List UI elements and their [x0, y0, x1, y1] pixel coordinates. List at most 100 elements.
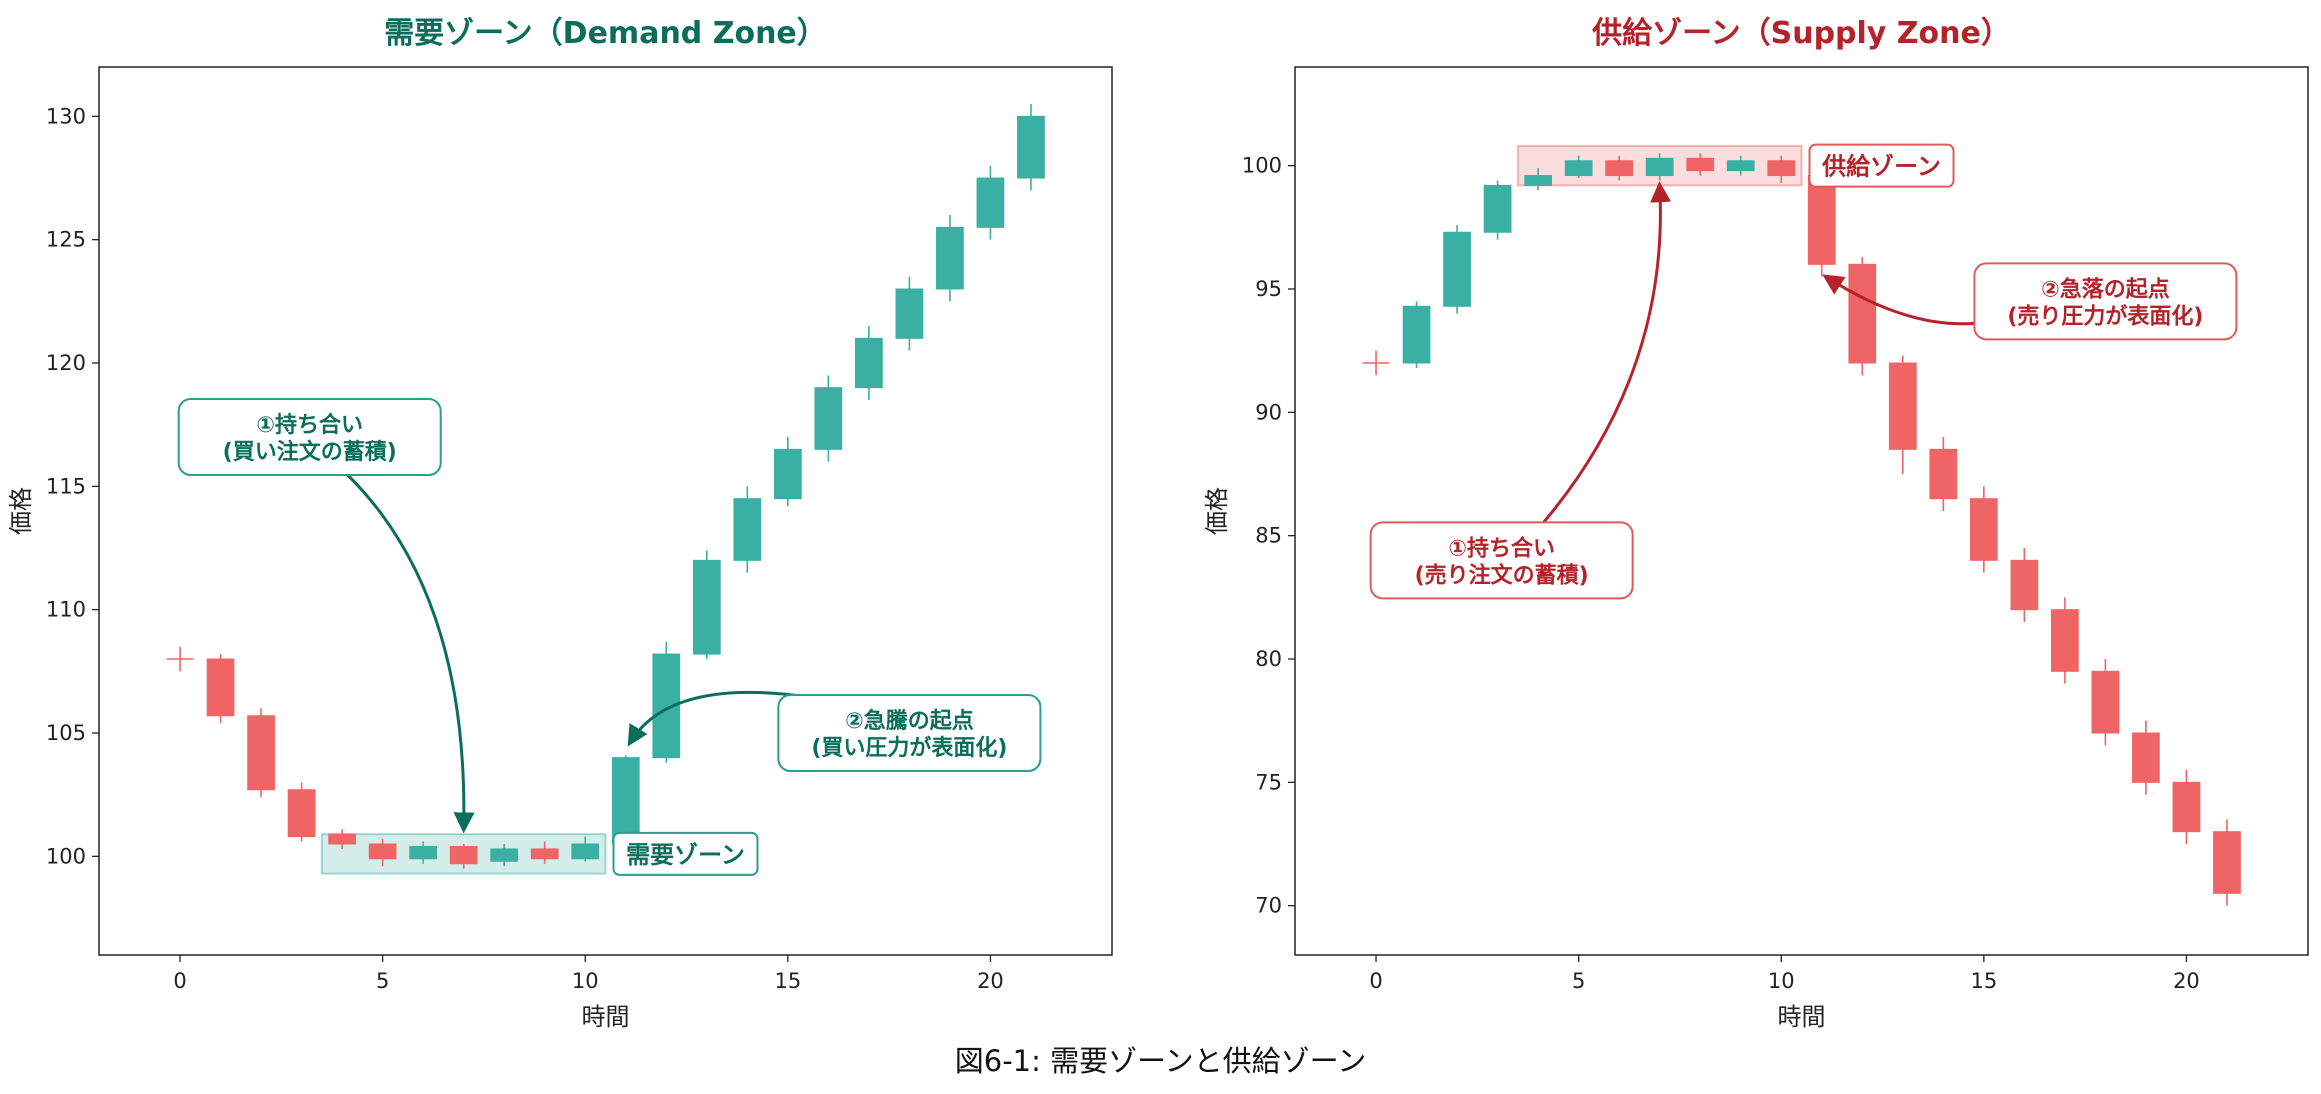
x-axis-label: 時間: [582, 1003, 630, 1031]
candle: [1605, 155, 1634, 181]
annotation-text: (売り圧力が表面化): [2007, 303, 2203, 329]
y-tick-label: 95: [1255, 277, 1282, 301]
annotation-text: ②急騰の起点: [845, 708, 974, 734]
plot-frame: [98, 66, 1113, 956]
candle: [2132, 720, 2160, 795]
candle: [976, 165, 1005, 240]
candle-body: [328, 833, 356, 845]
candle-body: [2132, 732, 2160, 783]
annotation-arrow: [1822, 274, 1975, 326]
x-tick-label: 0: [173, 969, 186, 993]
zone-label-box: [1808, 143, 1955, 188]
annotation-text: ①持ち合い: [256, 412, 363, 438]
x-tick-label: 5: [376, 969, 389, 993]
candle-body: [814, 387, 843, 450]
candle-body: [490, 848, 519, 862]
annotation-text: (買い圧力が表面化): [811, 735, 1007, 761]
candle-body: [287, 789, 316, 838]
annotation-arrow: [627, 690, 809, 747]
candle: [1564, 155, 1593, 178]
candle: [652, 641, 681, 763]
candle-body: [1969, 498, 1998, 561]
candle-body: [2051, 609, 2079, 672]
candle-body: [976, 177, 1005, 228]
candle: [449, 844, 478, 869]
candle-body: [1605, 160, 1634, 177]
candle: [692, 550, 721, 659]
zone-label: 供給ゾーン: [1808, 143, 1955, 188]
candle-body: [895, 288, 924, 339]
candle: [1443, 224, 1471, 314]
x-tick-label: 0: [1369, 969, 1382, 993]
y-tick-label: 100: [1242, 154, 1282, 178]
y-axis-label: 価格: [7, 487, 35, 535]
candle-body: [449, 845, 478, 865]
candle-body: [1443, 231, 1471, 307]
candle: [2172, 770, 2201, 844]
candle: [814, 375, 843, 462]
annotation: ②急落の起点(売り圧力が表面化): [1822, 262, 2238, 341]
candle: [2051, 597, 2079, 684]
x-tick-label: 15: [774, 969, 801, 993]
candle-body: [1524, 175, 1552, 186]
candle: [1645, 153, 1674, 181]
annotation-box: [777, 694, 1042, 772]
candle-body: [2091, 670, 2120, 734]
y-tick-label: 70: [1255, 894, 1282, 918]
x-axis-label: 時間: [1778, 1003, 1826, 1031]
y-axis-label: 価格: [1203, 487, 1231, 535]
candle: [571, 836, 600, 862]
candle: [773, 437, 802, 507]
candle-body: [611, 757, 640, 845]
candle-body: [936, 226, 964, 290]
candle: [1888, 355, 1917, 474]
candle-body: [1483, 184, 1512, 233]
y-tick-label: 110: [46, 598, 86, 622]
zone-label-text: 供給ゾーン: [1821, 153, 1941, 181]
candle: [936, 215, 964, 302]
candle: [368, 839, 397, 867]
candle: [206, 654, 235, 724]
candle: [530, 841, 559, 864]
candle: [2010, 548, 2039, 622]
candle: [1686, 153, 1715, 176]
candle-body: [1645, 157, 1674, 177]
candle-body: [1402, 305, 1431, 364]
y-tick-label: 75: [1255, 770, 1282, 794]
annotation-box: [177, 398, 442, 476]
candle: [247, 708, 275, 798]
annotation-text: ②急落の起点: [2041, 276, 2170, 302]
candle: [166, 646, 194, 672]
candle: [733, 486, 762, 573]
x-tick-label: 15: [1970, 969, 1997, 993]
candle: [490, 844, 519, 867]
annotation-text: (買い注文の蓄積): [223, 439, 397, 465]
zone-label-box: [612, 831, 759, 876]
candle-body: [1726, 160, 1755, 172]
supply-panel: 供給ゾーン（Supply Zone） 0 5 10 15 20 70 75 80 85 90 95 10…: [1203, 16, 2309, 1031]
x-tick-label: 10: [572, 969, 599, 993]
chart-title: 供給ゾーン（Supply Zone）: [1591, 16, 2011, 51]
candle: [1017, 104, 1045, 191]
candle-body: [733, 498, 762, 561]
annotation: ②急騰の起点(買い圧力が表面化): [627, 690, 1042, 772]
candle-body: [692, 559, 721, 655]
annotation-text: ①持ち合い: [1448, 535, 1555, 561]
candle: [1402, 301, 1431, 368]
candle-body: [368, 843, 397, 860]
candle-body: [1767, 160, 1796, 177]
candle-body: [1848, 263, 1877, 364]
figure-caption: 図6-1: 需要ゾーンと供給ゾーン: [954, 1044, 1367, 1078]
x-tick-label: 20: [2173, 969, 2200, 993]
candle-body: [1564, 160, 1593, 177]
candle: [1929, 437, 1958, 511]
candle: [2091, 659, 2120, 746]
candle-body: [1929, 448, 1958, 500]
candle: [2213, 819, 2241, 906]
candle-body: [206, 658, 235, 717]
candle: [409, 841, 438, 864]
annotation-box: [1369, 521, 1634, 600]
candle-body: [1888, 362, 1917, 450]
annotation-text: (売り注文の蓄積): [1415, 562, 1589, 588]
